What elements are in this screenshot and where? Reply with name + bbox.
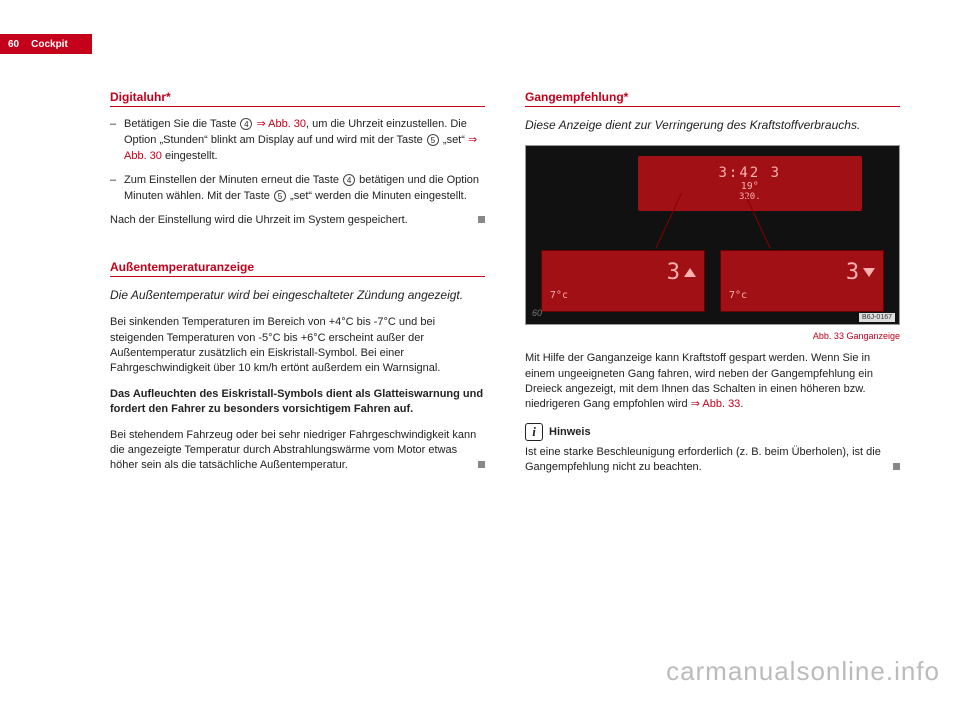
triangle-down-icon	[863, 268, 875, 277]
chapter-title: Cockpit	[31, 39, 68, 50]
list-item: – Betätigen Sie die Taste 4 ⇒ Abb. 30, u…	[110, 117, 485, 165]
page-number: 60	[8, 39, 19, 50]
text: „set“	[440, 134, 468, 146]
display-row: 19°	[741, 181, 759, 192]
triangle-up-icon	[684, 268, 696, 277]
temp-value: 7°c	[729, 290, 875, 301]
key-badge: 4	[343, 174, 355, 186]
text: Betätigen Sie die Taste	[124, 118, 239, 130]
text: eingestellt.	[162, 150, 218, 162]
section-title-digitaluhr: Digitaluhr*	[110, 90, 485, 107]
gear-value: 3	[729, 262, 875, 284]
gauge-mark: 60	[532, 308, 542, 318]
paragraph: Ist eine starke Beschleunigung erforderl…	[525, 445, 900, 476]
list-item-text: Betätigen Sie die Taste 4 ⇒ Abb. 30, um …	[124, 117, 485, 165]
display-zoom-left: 3 7°c	[541, 250, 705, 312]
note-label: Hinweis	[549, 426, 591, 438]
display-row: 3:42 3	[719, 165, 782, 181]
display-zoom-right: 3 7°c	[720, 250, 884, 312]
text: Zum Einstellen der Minuten erneut die Ta…	[124, 174, 342, 186]
temp-value: 7°c	[550, 290, 696, 301]
section-lead: Die Außentemperatur wird bei eingeschalt…	[110, 287, 485, 303]
figure-code: B6J-0167	[859, 313, 895, 322]
section-title-aussentemp: Außentemperaturanzeige	[110, 260, 485, 277]
page-content: Digitaluhr* – Betätigen Sie die Taste 4 …	[110, 90, 900, 486]
section-end-icon	[478, 216, 485, 223]
list-item: – Zum Einstellen der Minuten erneut die …	[110, 173, 485, 205]
list-item-text: Zum Einstellen der Minuten erneut die Ta…	[124, 173, 485, 205]
key-badge: 5	[427, 134, 439, 146]
bullet-dash: –	[110, 173, 124, 205]
paragraph: Mit Hilfe der Ganganzeige kann Kraftstof…	[525, 351, 900, 413]
section-title-gang: Gangempfehlung*	[525, 90, 900, 107]
display-row: 320.	[739, 192, 761, 202]
left-column: Digitaluhr* – Betätigen Sie die Taste 4 …	[110, 90, 485, 486]
paragraph: Bei sinkenden Temperaturen im Bereich vo…	[110, 315, 485, 377]
figure-ref: ⇒ Abb. 30	[256, 118, 306, 130]
paragraph: Bei stehendem Fahrzeug oder bei sehr nie…	[110, 428, 485, 474]
info-icon: i	[525, 423, 543, 441]
paragraph: Nach der Einstellung wird die Uhrzeit im…	[110, 213, 485, 228]
text: .	[740, 398, 743, 410]
bullet-dash: –	[110, 117, 124, 165]
text: Nach der Einstellung wird die Uhrzeit im…	[110, 214, 408, 226]
section-end-icon	[478, 461, 485, 468]
gear-value: 3	[550, 262, 696, 284]
key-badge: 5	[274, 190, 286, 202]
page-header-tab: 60 Cockpit	[0, 34, 92, 54]
watermark: carmanualsonline.info	[666, 656, 940, 687]
right-column: Gangempfehlung* Diese Anzeige dient zur …	[525, 90, 900, 486]
paragraph-bold: Das Aufleuchten des Eiskristall-Symbols …	[110, 387, 485, 418]
figure-caption: Abb. 33 Ganganzeige	[525, 331, 900, 341]
text: Ist eine starke Beschleunigung erforderl…	[525, 446, 881, 473]
section-end-icon	[893, 463, 900, 470]
text: Bei stehendem Fahrzeug oder bei sehr nie…	[110, 429, 476, 472]
text: 3	[667, 260, 680, 285]
text: „set“ werden die Minuten eingestellt.	[287, 190, 467, 202]
key-badge: 4	[240, 118, 252, 130]
note-header: i Hinweis	[525, 423, 900, 441]
figure-ref: ⇒ Abb. 33	[691, 398, 741, 410]
figure-ganganzeige: 3:42 3 19° 320. 3 7°c 3 7°c 60 B6J-0167	[525, 145, 900, 325]
section-lead: Diese Anzeige dient zur Verringerung des…	[525, 117, 900, 133]
text: 3	[846, 260, 859, 285]
